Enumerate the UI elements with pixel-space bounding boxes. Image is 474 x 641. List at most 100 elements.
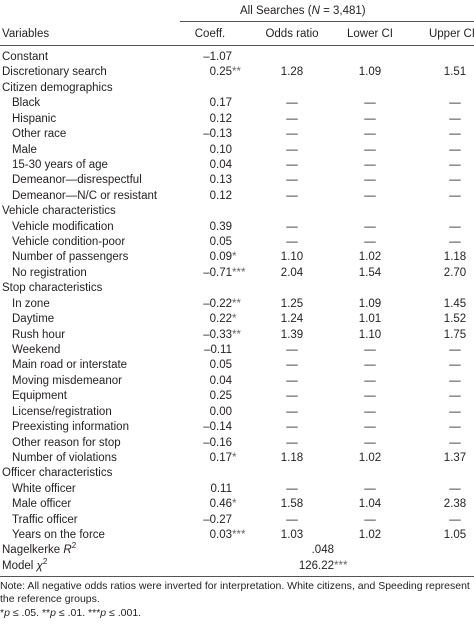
upper-ci: —	[449, 236, 461, 249]
header-text: = 3,481)	[319, 5, 366, 17]
odds-ratio: 1.58	[280, 498, 304, 511]
lower-ci: —	[364, 374, 376, 387]
significance: *	[232, 251, 237, 264]
fit-label: Nagelkerke R2	[2, 542, 76, 557]
stars: ***	[88, 607, 101, 620]
lower-ci: 1.01	[358, 313, 382, 326]
lower-ci: —	[364, 405, 376, 418]
group-title: Stop characteristics	[2, 282, 103, 295]
odds-ratio: —	[286, 482, 298, 495]
odds-ratio: —	[286, 343, 298, 356]
row-label: Number of passengers	[12, 251, 129, 264]
coeff: 0.39	[209, 220, 232, 233]
odds-ratio: —	[286, 143, 298, 156]
upper-ci: —	[449, 158, 461, 171]
fit-label-text: Nagelkerke	[2, 544, 64, 557]
fit-var: χ	[36, 559, 43, 572]
upper-ci: 2.38	[443, 498, 467, 511]
upper-ci: —	[449, 128, 461, 141]
header-rule	[180, 21, 474, 22]
upper-ci: 1.52	[443, 313, 467, 326]
threshold: ≤ .01.	[56, 607, 89, 620]
odds-ratio: —	[286, 405, 298, 418]
odds-ratio: 1.03	[280, 529, 304, 542]
column-header: Coeff.	[194, 28, 226, 40]
odds-ratio: —	[286, 174, 298, 187]
lower-ci: —	[364, 158, 376, 171]
row-label: License/registration	[12, 405, 112, 418]
significance: ***	[232, 529, 246, 542]
coeff: –0.33	[203, 328, 232, 341]
upper-ci: —	[449, 143, 461, 156]
lower-ci: —	[364, 482, 376, 495]
row-label: Main road or interstate	[12, 359, 128, 372]
upper-ci: —	[449, 97, 461, 110]
sig-notes: *p ≤ .05. **p ≤ .01. ***p ≤ .001.	[0, 607, 472, 620]
upper-ci: 1.75	[443, 328, 467, 341]
lower-ci: 1.02	[358, 451, 382, 464]
upper-ci: —	[449, 174, 461, 187]
lower-ci: 1.02	[358, 251, 382, 264]
significance: ***	[232, 266, 246, 279]
p-var: p	[100, 607, 107, 620]
group-title: Officer characteristics	[2, 467, 113, 480]
fit-value: .048	[311, 544, 334, 557]
significance: *	[232, 313, 237, 326]
threshold: ≤ .001.	[106, 607, 142, 620]
upper-ci: 1.51	[443, 66, 467, 79]
row-label: 15-30 years of age	[12, 158, 108, 171]
odds-ratio: —	[286, 220, 298, 233]
header-var: N	[311, 5, 320, 17]
lower-ci: 1.09	[358, 66, 382, 79]
row-label: Vehicle modification	[12, 220, 114, 233]
row-label: Traffic officer	[12, 513, 78, 526]
odds-ratio: —	[286, 97, 298, 110]
bottom-rule	[0, 576, 474, 578]
row-label: Constant	[2, 51, 49, 63]
coeff: –0.22	[203, 297, 232, 310]
lower-ci: —	[364, 390, 376, 403]
coeff: 0.00	[209, 405, 232, 418]
coeff: –0.71	[203, 266, 232, 279]
coeff: 0.04	[209, 374, 232, 387]
lower-ci: —	[364, 236, 376, 249]
row-label: In zone	[12, 297, 50, 310]
upper-ci: —	[449, 189, 461, 202]
upper-ci: —	[449, 421, 461, 434]
row-label: Demeanor—disrespectful	[12, 174, 142, 187]
lower-ci: —	[364, 359, 376, 372]
odds-ratio: —	[286, 359, 298, 372]
coeff: 0.25	[209, 66, 232, 79]
column-header: Variables	[2, 28, 50, 40]
coeff: –0.27	[203, 513, 232, 526]
stars: **	[41, 607, 51, 620]
upper-ci: —	[449, 374, 461, 387]
lower-ci: 1.54	[358, 266, 382, 279]
row-label: Male officer	[12, 498, 72, 511]
coeff: –0.11	[204, 343, 232, 356]
odds-ratio: —	[286, 158, 298, 171]
coeff: –0.16	[203, 436, 232, 449]
lower-ci: —	[364, 128, 376, 141]
fit-sup: 2	[42, 557, 48, 567]
coeff: –1.07	[203, 51, 232, 63]
row-label: Years on the force	[12, 529, 105, 542]
upper-ci: —	[449, 359, 461, 372]
odds-ratio: 1.18	[280, 451, 304, 464]
p-var: p	[4, 607, 10, 620]
group-title: Vehicle characteristics	[2, 205, 116, 218]
threshold: ≤ .05.	[9, 607, 42, 620]
upper-ci: —	[449, 220, 461, 233]
coeff: –0.13	[203, 128, 232, 141]
row-label: Male	[12, 143, 37, 156]
upper-ci: —	[449, 390, 461, 403]
row-label: Vehicle condition-poor	[12, 236, 126, 249]
coeff: 0.03	[209, 529, 232, 542]
fit-value: 126.22	[298, 559, 334, 572]
note-text: Note: All negative odds ratios were inve…	[0, 580, 470, 606]
coeff: 0.46	[209, 498, 232, 511]
lower-ci: —	[364, 343, 376, 356]
upper-ci: —	[449, 405, 461, 418]
odds-ratio: 1.24	[280, 313, 304, 326]
